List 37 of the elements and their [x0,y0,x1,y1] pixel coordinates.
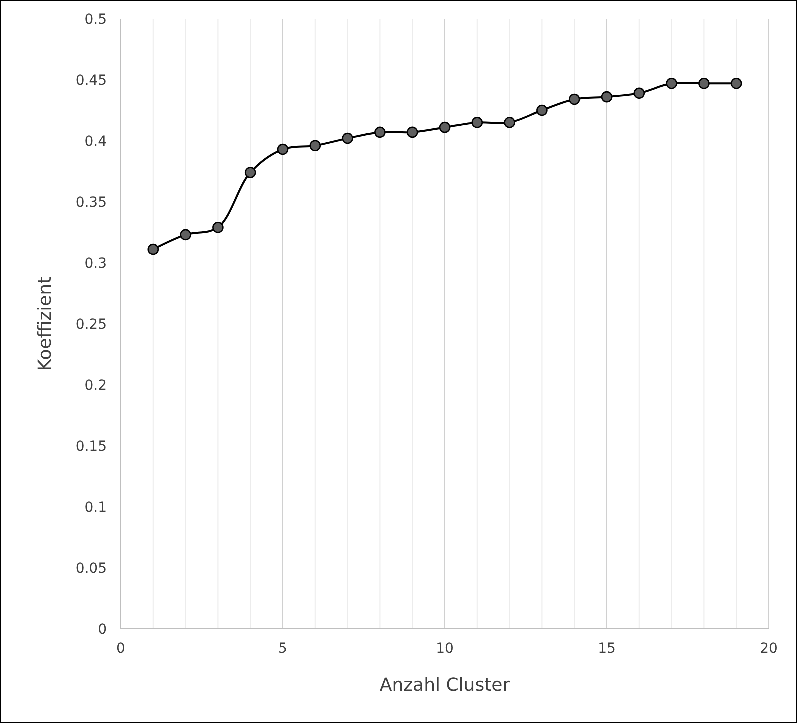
point [180,229,192,241]
point [342,132,354,144]
y-axis-title: Koeffizient [35,276,56,372]
y-tick-label: 0.2 [84,378,107,394]
point [439,122,451,134]
point [244,167,256,178]
point [310,140,322,152]
point [504,117,516,128]
y-tick-label: 0.1 [84,500,107,516]
point [374,126,386,138]
point [666,78,678,90]
x-tick-label: 15 [598,641,616,657]
point [536,104,548,116]
y-tick-label: 0.45 [76,72,107,89]
point [277,144,289,156]
x-tick-label: 0 [116,641,126,657]
x-axis-title: Anzahl Cluster [380,675,511,696]
x-tick-label: 5 [278,641,288,657]
point [601,91,613,103]
point [148,244,160,256]
point [698,78,710,90]
y-tick-label: 0.05 [76,560,107,577]
y-tick-label: 0.15 [76,438,107,455]
point [406,126,418,138]
y-tick-label: 0 [98,622,107,638]
point [730,78,742,90]
y-tick-label: 0.25 [76,316,107,333]
y-tick-label: 0.35 [76,194,107,211]
x-tick-label: 10 [436,641,454,657]
point [568,94,580,106]
point [634,88,646,100]
x-tick-label: 20 [760,641,778,657]
y-tick-label: 0.4 [84,134,108,150]
point [212,222,224,234]
point [472,117,484,128]
y-tick-label: 0.3 [84,256,107,272]
y-tick-label: 0.5 [84,12,107,28]
